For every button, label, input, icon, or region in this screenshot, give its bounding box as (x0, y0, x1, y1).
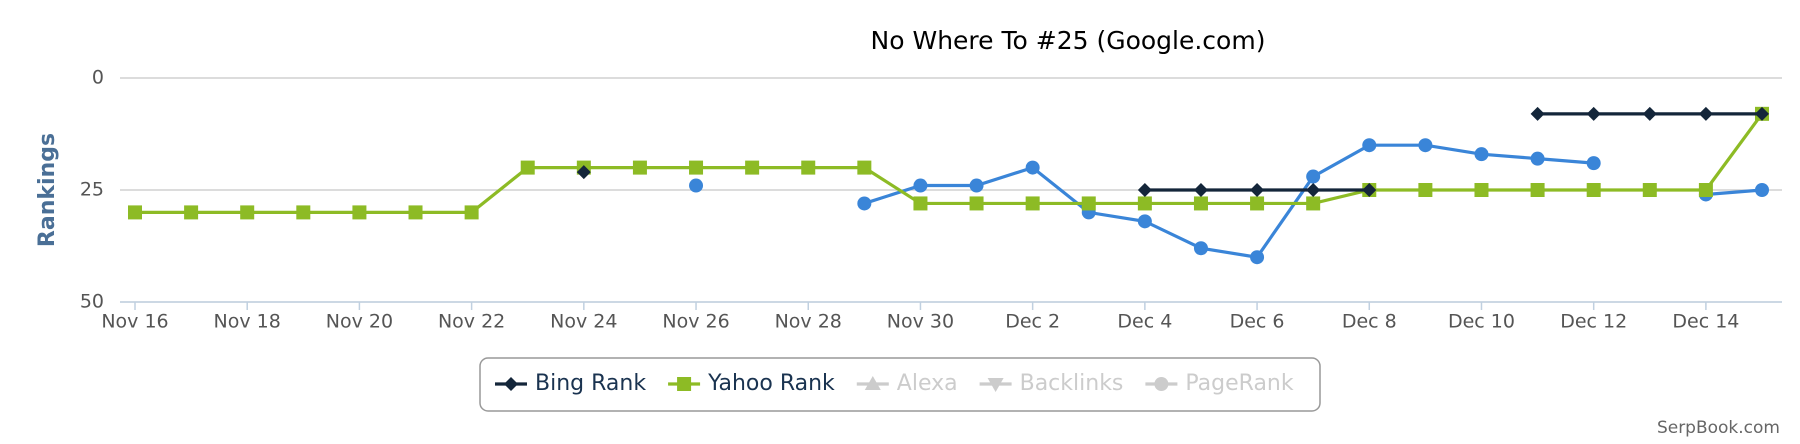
y-tick-label: 0 (92, 67, 104, 89)
data-point (1418, 183, 1433, 197)
data-point (464, 205, 479, 220)
data-point (1586, 156, 1601, 171)
data-point (1474, 183, 1489, 197)
data-point (1137, 183, 1152, 197)
data-point (1698, 183, 1713, 197)
legend-box (479, 357, 1321, 412)
data-point (1586, 106, 1601, 121)
credit: SerpBook.com (1657, 418, 1780, 438)
chart-title: No Where To #25 (Google.com) (871, 26, 1266, 55)
legend-marker (677, 377, 692, 391)
data-point (1137, 196, 1152, 211)
data-point (1081, 196, 1096, 211)
data-point (1755, 106, 1769, 121)
data-point (913, 196, 928, 211)
data-point (969, 178, 984, 193)
data-point (1530, 151, 1545, 166)
data-point (1586, 183, 1601, 197)
data-point (1193, 241, 1208, 256)
data-point (1250, 183, 1265, 197)
data-point (969, 196, 984, 211)
legend-marker (504, 377, 518, 391)
x-tick-label: Dec 2 (1005, 311, 1060, 333)
data-point (1306, 169, 1321, 184)
data-point (352, 205, 367, 220)
legend-marker (1154, 377, 1169, 391)
legend-marker (987, 378, 1004, 392)
data-point (1137, 214, 1152, 229)
y-tick-label: 50 (80, 291, 104, 313)
y-axis-title: Rankings (35, 133, 60, 247)
data-point (240, 205, 255, 220)
data-point (1642, 183, 1657, 197)
x-tick-label: Dec 10 (1448, 311, 1515, 333)
data-point (1025, 160, 1040, 175)
data-point (632, 160, 647, 175)
x-tick-label: Nov 28 (775, 311, 842, 333)
x-tick-label: Nov 26 (662, 311, 729, 333)
data-point (1755, 183, 1769, 197)
data-point (184, 205, 199, 220)
legend-label[interactable]: Alexa (897, 371, 958, 396)
data-point (1642, 106, 1657, 121)
x-tick-label: Dec 12 (1560, 311, 1627, 333)
data-point (296, 205, 311, 220)
data-point (520, 160, 535, 175)
series-line (1705, 188, 1763, 197)
data-point (408, 205, 423, 220)
data-point (689, 178, 704, 193)
legend-label[interactable]: Yahoo Rank (707, 371, 835, 396)
data-point (857, 160, 872, 175)
data-point (1306, 183, 1321, 197)
data-point (1306, 196, 1321, 211)
data-point (801, 160, 816, 175)
data-point (1530, 106, 1545, 121)
x-tick-label: Nov 22 (438, 311, 505, 333)
data-point (1418, 138, 1433, 153)
data-point (128, 205, 142, 220)
legend-label[interactable]: Bing Rank (535, 371, 646, 396)
data-point (689, 160, 704, 175)
x-tick-label: Nov 20 (326, 311, 393, 333)
y-tick-label: 25 (80, 179, 104, 201)
x-tick-label: Nov 24 (550, 311, 617, 333)
x-tick-label: Nov 18 (214, 311, 281, 333)
data-point (913, 178, 928, 193)
data-point (1193, 183, 1208, 197)
x-tick-label: Dec 6 (1230, 311, 1285, 333)
data-point (1698, 106, 1713, 121)
x-tick-label: Dec 4 (1117, 311, 1172, 333)
data-point (1025, 196, 1040, 211)
data-point (1250, 250, 1265, 265)
series-line (135, 112, 1764, 214)
x-tick-label: Nov 30 (887, 311, 954, 333)
data-point (745, 160, 760, 175)
x-tick-label: Nov 16 (101, 311, 168, 333)
data-point (857, 196, 872, 211)
series-line (863, 143, 1594, 259)
legend-label[interactable]: Backlinks (1020, 371, 1124, 396)
x-tick-label: Dec 8 (1342, 311, 1397, 333)
legend-marker (864, 376, 881, 390)
legend-label[interactable]: PageRank (1185, 371, 1293, 396)
data-point (1474, 147, 1489, 162)
data-point (1193, 196, 1208, 211)
data-point (1250, 196, 1265, 211)
data-point (1530, 183, 1545, 197)
x-tick-label: Dec 14 (1672, 311, 1739, 333)
data-point (1362, 183, 1377, 197)
data-point (1362, 138, 1377, 153)
data-point (576, 165, 591, 180)
